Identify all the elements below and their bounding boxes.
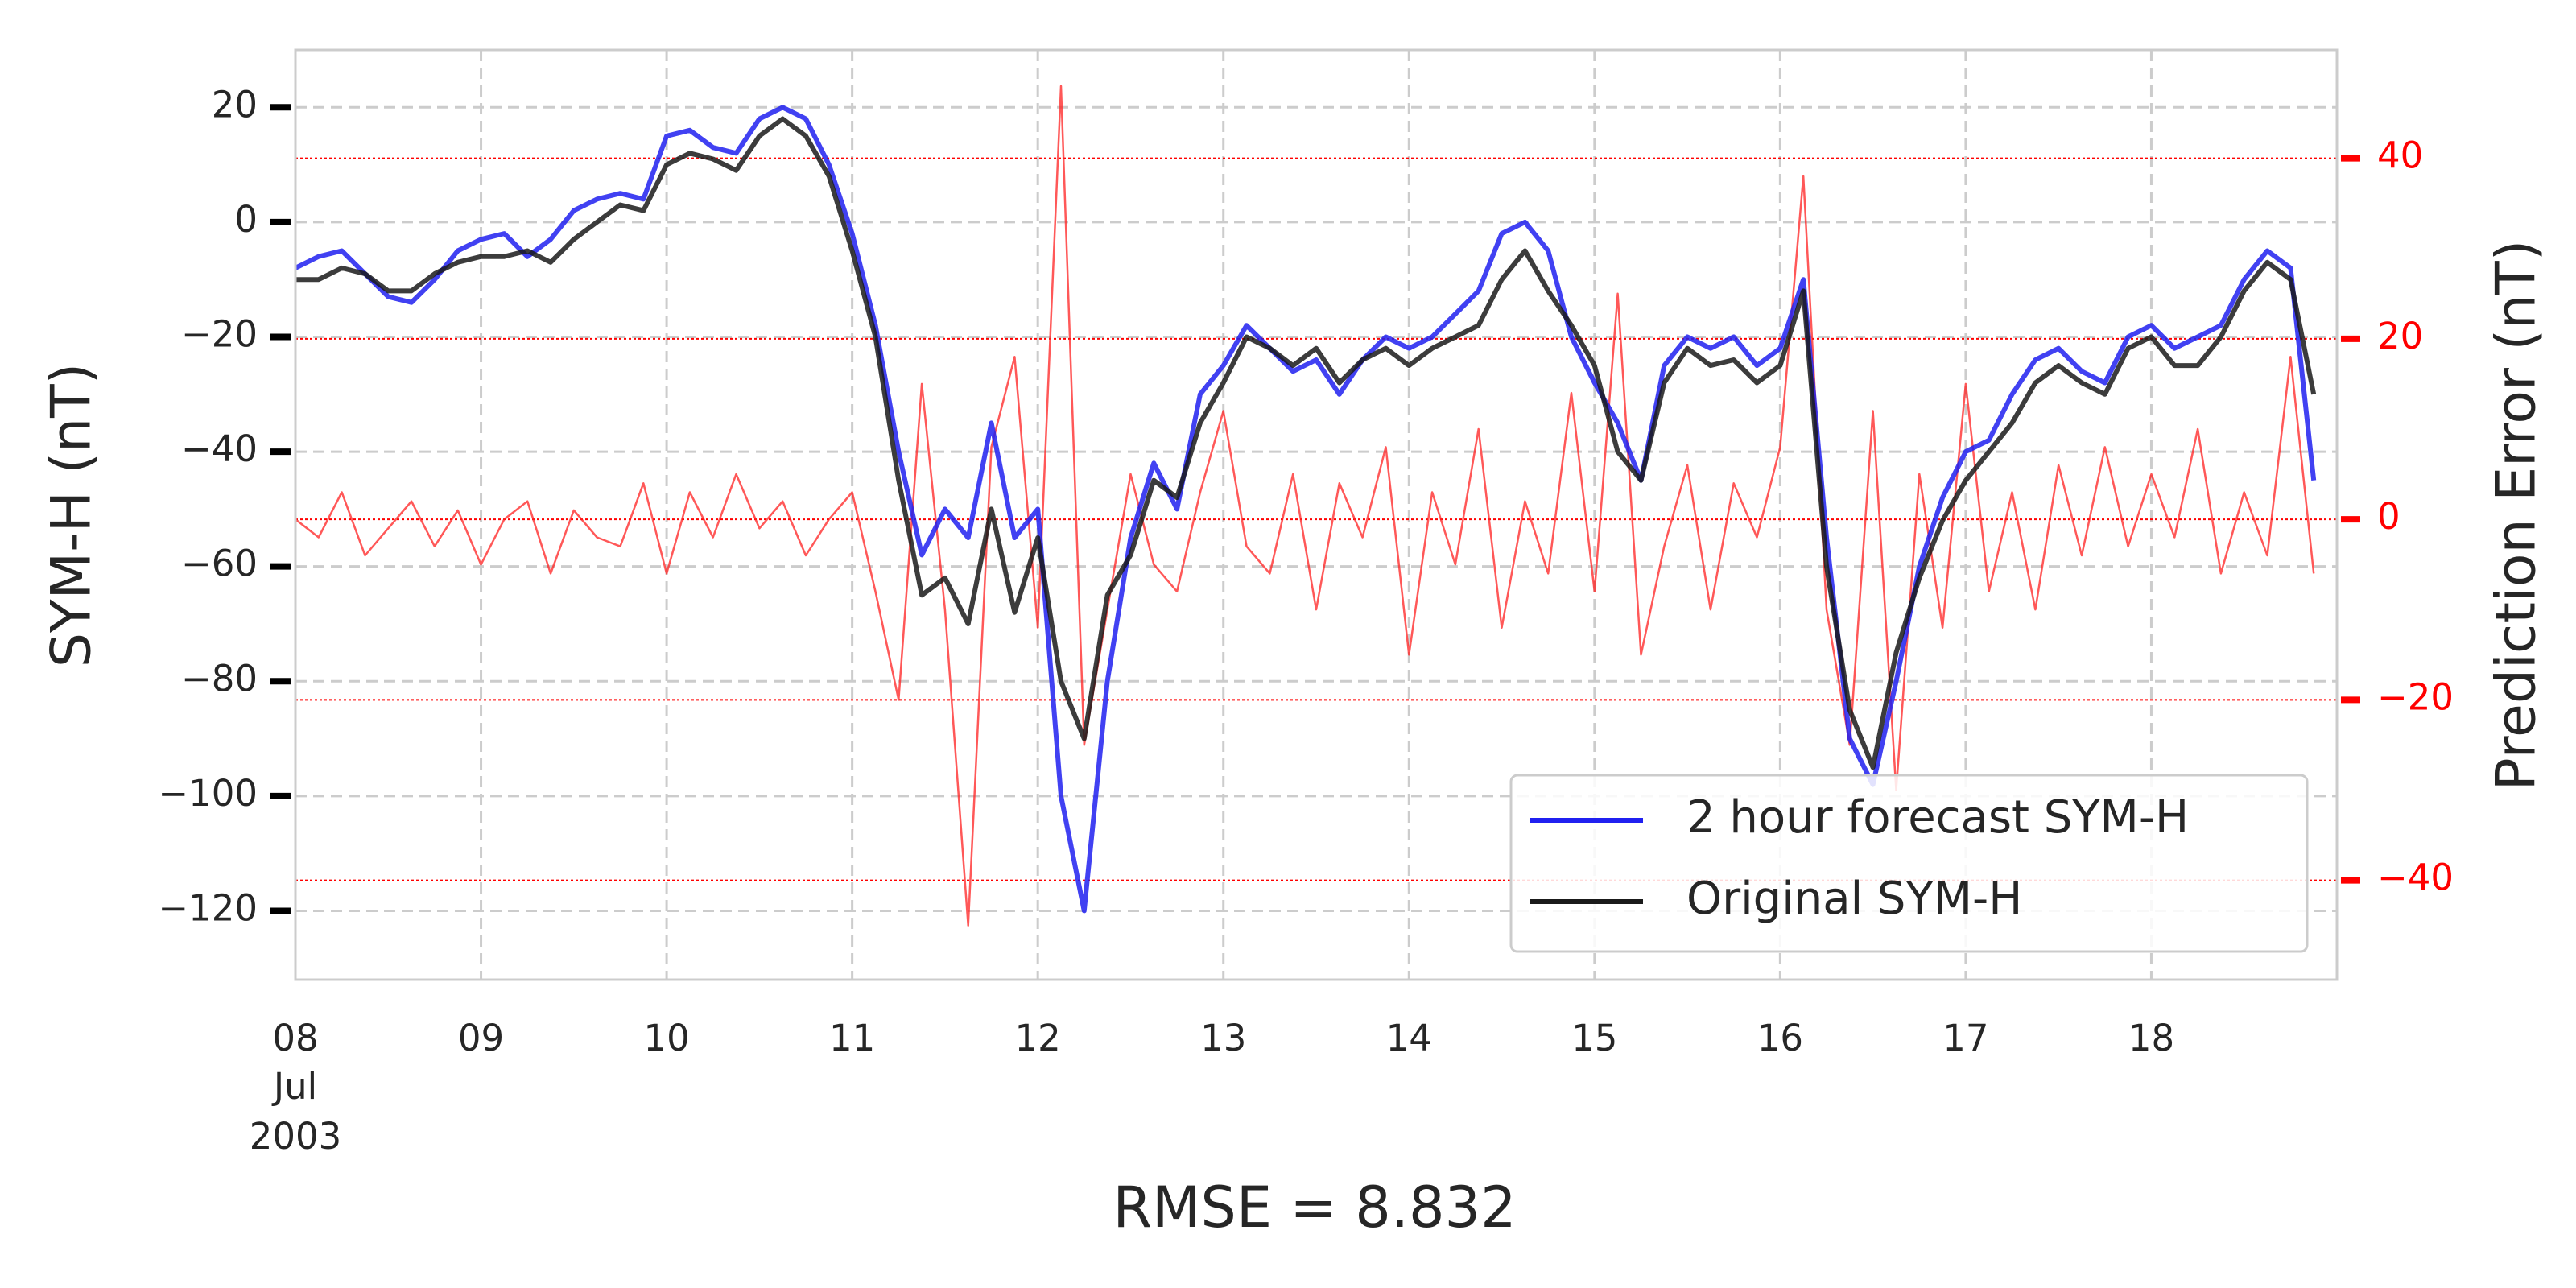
y-tick-label: −80 [181, 657, 258, 700]
y-tick-label: 20 [212, 83, 258, 126]
x-tick-label: 11 [829, 1017, 875, 1059]
legend-label: 2 hour forecast SYM-H [1686, 791, 2189, 844]
x-axis-label: RMSE = 8.832 [1113, 1174, 1516, 1241]
y-axis-label: SYM-H (nT) [40, 363, 104, 667]
x-tick-label: 14 [1386, 1017, 1432, 1059]
series-line [294, 105, 2317, 914]
x-tick-label: 08 [272, 1017, 318, 1059]
y-tick-label: 0 [234, 198, 258, 241]
x-tick-label: 09 [458, 1017, 504, 1059]
y2-axis-label: Prediction Error (nT) [2485, 240, 2549, 791]
y2-tick-label: −40 [2377, 857, 2454, 899]
y2-tick-label: 20 [2377, 315, 2423, 357]
x-tick-label: 15 [1571, 1017, 1617, 1059]
y2-tick-label: 0 [2377, 495, 2401, 538]
y2-tick-label: −20 [2377, 675, 2454, 718]
legend-box [1509, 774, 2309, 953]
y-tick-label: −20 [181, 312, 258, 355]
x-tick-label: 18 [2128, 1017, 2174, 1059]
y-tick-label: −120 [158, 886, 258, 929]
y-tick-label: −40 [181, 427, 258, 470]
x-date-label: 2003 [250, 1115, 342, 1158]
x-date-label: Jul [271, 1065, 317, 1108]
x-tick-label: 12 [1015, 1017, 1061, 1059]
legend-label: Original SYM-H [1686, 873, 2022, 925]
y2-tick-label: 40 [2377, 134, 2423, 177]
series-line [295, 116, 2317, 770]
legend: 2 hour forecast SYM-H Original SYM-H [1509, 774, 2309, 953]
y-tick-label: −100 [158, 772, 258, 815]
x-tick-label: 16 [1757, 1017, 1803, 1059]
plot-frame [294, 48, 2339, 981]
y-tick-label: −60 [181, 543, 258, 585]
error-line [295, 85, 2315, 927]
x-tick-label: 10 [643, 1017, 689, 1059]
x-tick-label: 17 [1942, 1017, 1988, 1059]
x-tick-label: 13 [1200, 1017, 1246, 1059]
